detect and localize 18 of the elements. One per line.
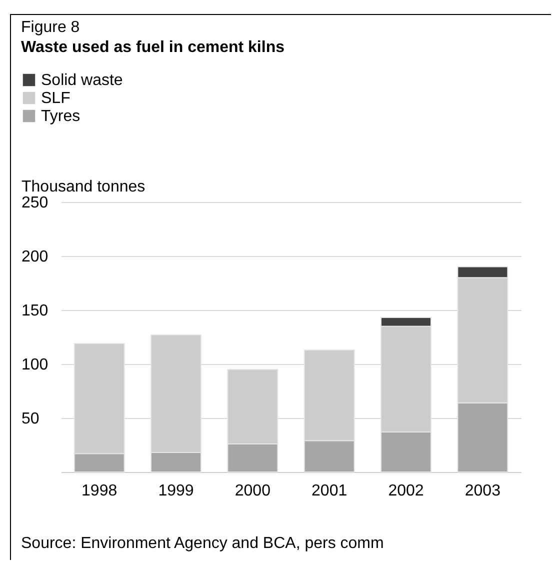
legend-label: Tyres	[41, 108, 80, 125]
y-tick-label: 150	[22, 302, 48, 320]
x-tick-label: 2001	[312, 482, 348, 500]
chart-title: Waste used as fuel in cement kilns	[21, 39, 284, 57]
source-note: Source: Environment Agency and BCA, pers comm	[21, 535, 384, 553]
y-tick-label: 200	[22, 248, 48, 266]
legend-label: Solid waste	[41, 72, 123, 89]
caption: Figure 8	[21, 19, 80, 37]
x-tick-label: 1998	[82, 482, 118, 500]
y-tick-label: 250	[22, 194, 48, 212]
x-tick-label: 2000	[234, 482, 271, 500]
y-tick-label: 100	[22, 356, 48, 374]
x-tick-label: 1999	[158, 482, 194, 500]
y-axis-title: Thousand tonnes	[22, 178, 146, 196]
x-tick-label: 2003	[464, 482, 501, 500]
y-tick-label: 50	[22, 410, 40, 428]
x-tick-label: 2002	[388, 482, 424, 500]
legend-label: SLF	[41, 90, 71, 107]
